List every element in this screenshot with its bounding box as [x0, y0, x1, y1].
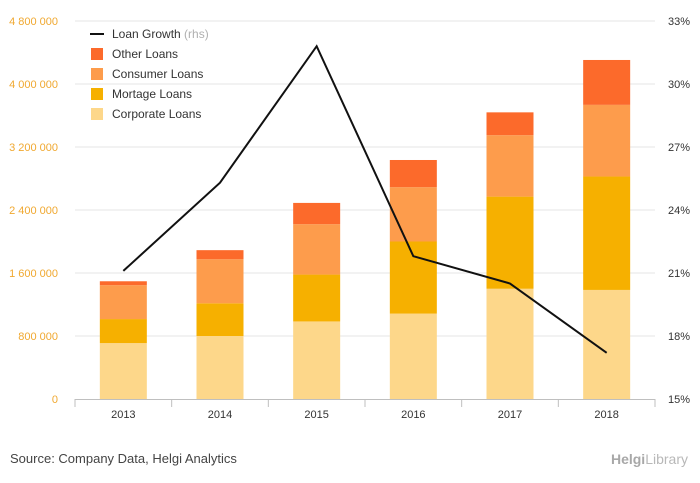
bar-corporate-loans [196, 336, 244, 399]
legend-swatch-corporate-loans [91, 108, 103, 120]
bar-consumer-loans [99, 285, 147, 320]
x-tick-label: 2014 [208, 409, 232, 421]
bar-other-loans [389, 159, 437, 188]
brand-logo: HelgiLibrary [611, 451, 688, 467]
y-left-tick-label: 2 400 000 [9, 205, 58, 217]
y-right-tick-label: 27% [668, 142, 690, 154]
bar-mortage-loans [486, 196, 534, 289]
x-tick-label: 2013 [111, 409, 135, 421]
bar-corporate-loans [486, 288, 534, 399]
bar-corporate-loans [583, 289, 631, 399]
x-tick-label: 2016 [401, 409, 425, 421]
bar-mortage-loans [583, 176, 631, 290]
bar-other-loans [99, 281, 147, 286]
y-right-tick-label: 24% [668, 205, 690, 217]
bar-other-loans [486, 112, 534, 136]
bar-other-loans [196, 250, 244, 260]
legend-label-corporate-loans: Corporate Loans [112, 107, 201, 121]
y-right-tick-label: 21% [668, 268, 690, 280]
bar-mortage-loans [389, 241, 437, 314]
bar-corporate-loans [389, 313, 437, 399]
bar-consumer-loans [196, 259, 244, 304]
x-tick-label: 2015 [304, 409, 328, 421]
bar-other-loans [293, 202, 341, 225]
y-right-tick-label: 33% [668, 16, 690, 28]
bar-corporate-loans [293, 321, 341, 399]
loan-growth-line [122, 44, 608, 354]
brand-prefix: Helgi [610, 451, 646, 467]
legend-label-other-loans: Other Loans [112, 47, 178, 61]
legend-suffix-rhs: (rhs) [184, 27, 209, 41]
y-left-tick-label: 800 000 [18, 331, 58, 343]
bar-consumer-loans [293, 224, 341, 275]
y-left-tick-label: 0 [52, 394, 58, 406]
legend-swatch-other-loans [91, 48, 103, 60]
bar-mortage-loans [293, 274, 341, 322]
bar-other-loans [583, 59, 631, 105]
bar-mortage-loans [196, 303, 244, 336]
y-right-tick-label: 15% [668, 394, 690, 406]
x-tick-label: 2018 [594, 409, 618, 421]
y-right-tick-label: 30% [668, 79, 690, 91]
legend-label-loan-growth: Loan Growth (rhs) [112, 27, 209, 41]
x-tick-label: 2017 [498, 409, 522, 421]
bar-consumer-loans [583, 104, 631, 177]
y-left-tick-label: 1 600 000 [9, 268, 58, 280]
legend-label-mortage-loans: Mortage Loans [112, 87, 192, 101]
source-note: Source: Company Data, Helgi Analytics [10, 451, 237, 466]
y-left-tick-label: 3 200 000 [9, 142, 58, 154]
legend-label-consumer-loans: Consumer Loans [112, 67, 203, 81]
y-left-tick-label: 4 000 000 [9, 79, 58, 91]
y-left-tick-label: 4 800 000 [9, 16, 58, 28]
legend-swatch-mortage-loans [91, 88, 103, 100]
bar-consumer-loans [486, 135, 534, 197]
y-right-tick-label: 18% [668, 331, 690, 343]
bar-corporate-loans [99, 343, 147, 399]
brand-suffix: Library [645, 451, 688, 467]
bar-mortage-loans [99, 319, 147, 344]
legend-swatch-consumer-loans [91, 68, 103, 80]
loan-chart: 0 15% 800 000 18% 1 600 000 21% 2 400 000 24% 3 … [9, 16, 690, 421]
bar-consumer-loans [389, 187, 437, 242]
